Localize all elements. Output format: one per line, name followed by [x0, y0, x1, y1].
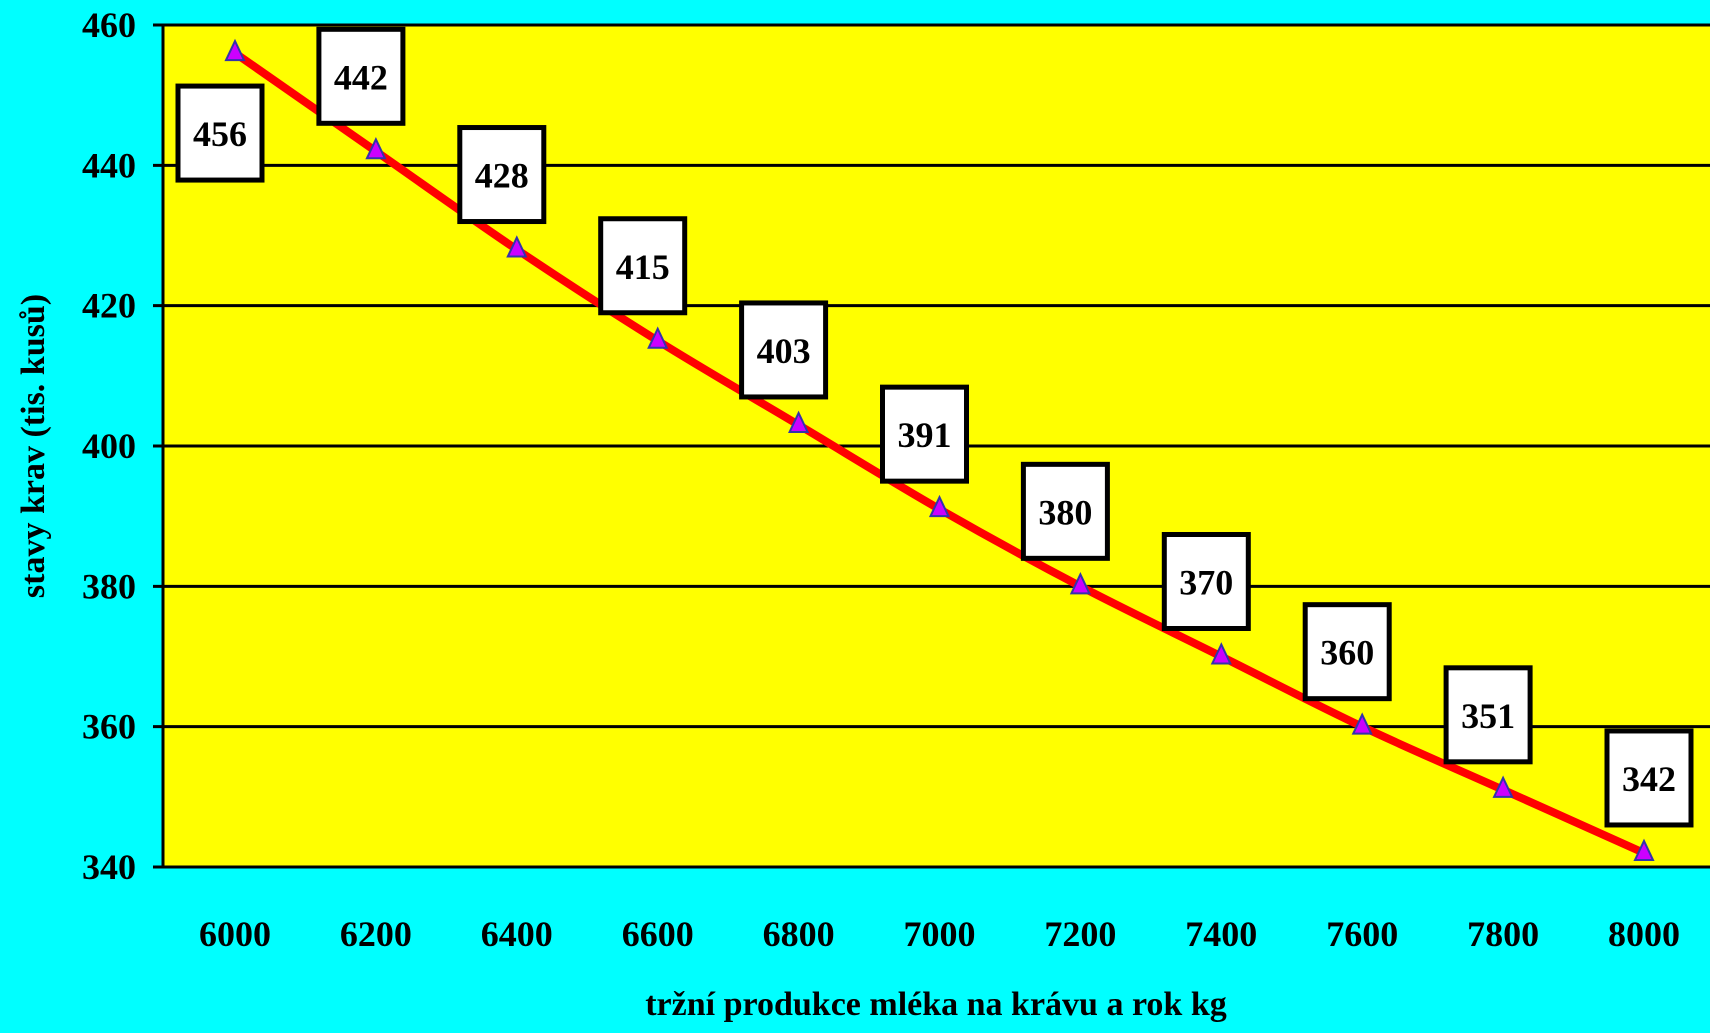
x-tick-label: 7200	[1044, 914, 1116, 954]
data-point-marker	[1492, 775, 1514, 798]
data-label: 456	[175, 83, 265, 183]
data-point-marker	[928, 494, 951, 518]
y-tick-label: 400	[82, 426, 136, 466]
x-tick-label: 7400	[1185, 914, 1257, 954]
data-label-box	[598, 216, 688, 316]
x-tick-label: 7800	[1467, 914, 1539, 954]
data-label-box	[1020, 461, 1110, 561]
x-tick-label: 6000	[199, 914, 271, 954]
data-label: 370	[1161, 532, 1251, 631]
data-label-text: 456	[193, 114, 247, 154]
y-axis-tick-labels: 340 360 380 400 420 440 460	[82, 5, 136, 887]
data-point-marker	[224, 38, 246, 62]
x-tick-label: 6800	[763, 914, 835, 954]
data-point-marker	[1210, 642, 1232, 665]
data-label-box	[175, 83, 265, 183]
data-label-box	[880, 384, 969, 484]
data-label: 351	[1443, 665, 1533, 765]
y-tick-label: 340	[82, 847, 136, 887]
data-label-box	[316, 26, 406, 126]
data-label-text: 428	[475, 156, 529, 196]
data-point-marker	[1633, 838, 1655, 861]
data-label: 442	[316, 26, 406, 126]
y-tick-label: 420	[82, 286, 136, 326]
data-label-text: 442	[334, 57, 388, 97]
data-label: 380	[1020, 461, 1110, 561]
data-label: 415	[598, 216, 688, 316]
data-label-text: 360	[1320, 633, 1374, 673]
data-label: 403	[739, 300, 829, 400]
series-markers	[224, 38, 1655, 861]
y-tick-label: 380	[82, 566, 136, 606]
data-label-text: 403	[757, 331, 811, 371]
data-point-marker	[788, 410, 810, 433]
data-label: 391	[880, 384, 969, 484]
x-axis-tick-labels: 6000 6200 6400 6600 6800 7000 7200 7400 7600 7800…	[199, 914, 1680, 954]
data-label-box	[1604, 728, 1694, 828]
x-tick-label: 7000	[904, 914, 976, 954]
y-axis-title: stavy krav (tis. kusů)	[15, 294, 52, 598]
data-label-text: 342	[1622, 759, 1676, 799]
data-label: 428	[457, 125, 547, 225]
y-tick-label: 440	[82, 145, 136, 185]
data-label-text: 351	[1461, 696, 1515, 736]
data-point-marker	[647, 326, 669, 349]
data-label-box	[1302, 602, 1392, 702]
y-tick-label: 460	[82, 5, 136, 45]
data-label-box	[739, 300, 829, 400]
data-point-marker	[1069, 571, 1091, 595]
data-label-box	[1161, 532, 1251, 631]
data-labels: 456 442 428 415 403 391 380 370 360 351 342	[175, 26, 1694, 828]
data-point-marker	[365, 136, 387, 160]
data-label-text: 370	[1179, 563, 1233, 603]
x-tick-label: 6200	[340, 914, 412, 954]
data-point-marker	[506, 235, 528, 258]
gridlines	[153, 23, 1710, 869]
data-point-marker	[1351, 712, 1373, 735]
y-tick-label: 360	[82, 707, 136, 747]
data-label: 360	[1302, 602, 1392, 702]
x-axis-title: tržní produkce mléka na krávu a rok kg	[645, 986, 1227, 1023]
data-label-box	[1443, 665, 1533, 765]
data-label-box	[457, 125, 547, 225]
x-tick-label: 6400	[481, 914, 553, 954]
x-tick-label: 6600	[622, 914, 694, 954]
data-label-text: 415	[616, 247, 670, 287]
x-tick-label: 8000	[1608, 914, 1680, 954]
data-label-text: 391	[898, 415, 952, 455]
data-label-text: 380	[1038, 492, 1092, 532]
x-tick-label: 7600	[1326, 914, 1398, 954]
data-label: 342	[1604, 728, 1694, 828]
